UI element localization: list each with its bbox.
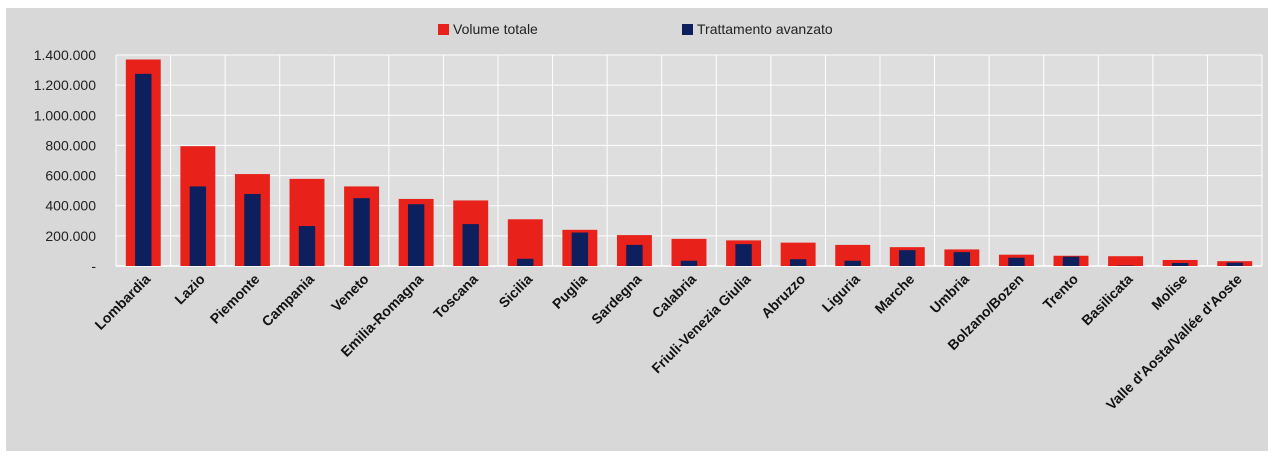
bar-trattamento-avanzato xyxy=(298,226,316,266)
bar-trattamento-avanzato xyxy=(1062,256,1080,266)
bar-trattamento-avanzato xyxy=(407,204,425,266)
x-tick-label: Umbria xyxy=(927,271,973,317)
bar-trattamento-avanzato xyxy=(517,258,534,266)
y-tick-label: - xyxy=(91,258,96,274)
bar-trattamento-avanzato xyxy=(1226,262,1243,266)
x-tick-label: Puglia xyxy=(549,271,590,312)
bar-trattamento-avanzato xyxy=(626,244,643,266)
bar-trattamento-avanzato xyxy=(1008,257,1025,266)
bar-volume-totale xyxy=(780,242,816,266)
x-tick-label: Friuli-Venezia Giulia xyxy=(648,271,754,377)
bar-trattamento-avanzato xyxy=(735,244,752,266)
x-tick-label: Marche xyxy=(871,271,917,317)
y-tick-label: 200.000 xyxy=(45,228,96,244)
x-tick-label: Liguria xyxy=(819,271,863,315)
bar-trattamento-avanzato xyxy=(680,260,698,266)
legend-swatch xyxy=(438,24,449,35)
x-tick-label: Trento xyxy=(1040,271,1082,313)
legend-swatch xyxy=(682,24,693,35)
legend-label: Volume totale xyxy=(453,21,538,37)
bar-trattamento-avanzato xyxy=(189,186,207,266)
y-tick-label: 800.000 xyxy=(45,137,96,153)
bar-trattamento-avanzato xyxy=(953,252,971,266)
bar-trattamento-avanzato xyxy=(462,224,479,266)
bar-trattamento-avanzato xyxy=(244,193,261,266)
bar-trattamento-avanzato xyxy=(844,260,861,266)
legend-label: Trattamento avanzato xyxy=(697,21,833,37)
x-tick-label: Molise xyxy=(1148,271,1190,313)
bar-trattamento-avanzato xyxy=(789,259,807,266)
x-tick-label: Piemonte xyxy=(207,271,263,327)
x-tick-label: Abruzzo xyxy=(758,271,808,321)
bar-trattamento-avanzato xyxy=(135,73,152,266)
bar-trattamento-avanzato xyxy=(353,198,370,266)
y-tick-label: 1.200.000 xyxy=(34,77,96,93)
y-tick-label: 600.000 xyxy=(45,168,96,184)
bar-trattamento-avanzato xyxy=(1171,262,1189,266)
bar-trattamento-avanzato xyxy=(899,250,916,266)
x-tick-label: Veneto xyxy=(328,271,372,315)
x-tick-label: Campania xyxy=(258,271,317,330)
x-tick-label: Lombardia xyxy=(91,271,153,333)
x-tick-label: Basilicata xyxy=(1078,271,1136,329)
bar-volume-totale xyxy=(507,219,543,266)
bar-volume-totale xyxy=(1108,256,1144,266)
bar-trattamento-avanzato xyxy=(571,232,589,266)
x-tick-label: Calabria xyxy=(649,271,700,322)
plot-area xyxy=(116,55,1262,266)
y-tick-label: 400.000 xyxy=(45,198,96,214)
x-tick-label: Lazio xyxy=(171,271,208,308)
x-tick-label: Sardegna xyxy=(588,271,645,328)
bar-volume-totale xyxy=(835,244,871,266)
y-tick-label: 1.400.000 xyxy=(34,47,96,63)
x-tick-label: Toscana xyxy=(430,271,481,322)
y-tick-label: 1.000.000 xyxy=(34,107,96,123)
x-tick-label: Sicilia xyxy=(495,271,535,311)
